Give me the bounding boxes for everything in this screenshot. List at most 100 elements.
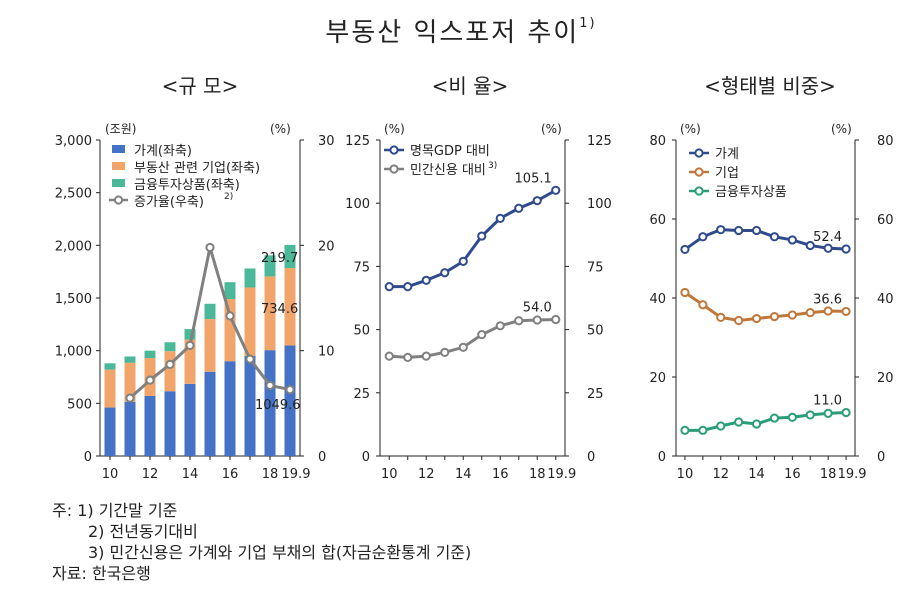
chart-title: 부동산 익스포저 추이1) [325,16,597,48]
scale-left-tick-label: 1,500 [55,292,92,307]
share-x-tick-label: 12 [712,467,729,482]
scale-bar-financial [164,342,176,352]
share-series-point [751,419,762,429]
scale-bar-financial [124,356,136,363]
scale-bar-household [144,395,156,456]
scale-bar-financial [284,244,296,269]
scale-bar-household [164,391,176,456]
scale-growth-point [165,359,175,369]
scale-growth-point [125,393,135,403]
share-left-unit: (%) [680,122,701,136]
source-note: 자료: 한국은행 [52,564,151,583]
scale-right-tick-label: 20 [318,239,335,254]
ratio-right-tick-label: 50 [587,324,604,339]
scale-x-tick-label: 12 [142,467,159,482]
panel-title-ratio: <비 율> [431,74,509,98]
ratio-series-point [477,231,487,241]
share-x-tick-label: 18 [820,467,837,482]
ratio-x-tick-label: 19.9 [547,467,576,482]
scale-bar-corporate [124,362,136,402]
scale-bar-corporate [264,276,276,351]
scale-bar-corporate [164,351,176,392]
ratio-left-tick-label: 100 [345,197,370,212]
scale-legend-label: 가계(좌축) [134,144,192,159]
ratio-series-point [421,275,431,285]
scale-bar-household [184,383,196,456]
ratio-series-point [403,352,413,363]
ratio-data-label: 54.0 [523,300,552,315]
share-legend-label: 기업 [715,166,739,181]
scale-bar-household [104,407,116,456]
share-series-point [680,287,690,298]
share-legend-marker [694,167,704,177]
share-series-line [684,291,847,323]
ratio-left-unit: (%) [384,122,405,136]
scale-bar-financial [184,329,196,340]
share-data-label: 36.6 [813,292,842,307]
ratio-series-point [495,321,505,331]
scale-growth-point [245,354,255,364]
scale-label-financial: 219.7 [261,251,298,266]
scale-label-household: 1049.6 [255,398,301,413]
share-series-point [787,235,797,245]
scale-right-tick-label: 0 [318,450,326,465]
scale-bar-household [224,361,236,456]
share-series-point [787,310,797,320]
scale-bar-household [284,345,296,456]
ratio-series-point [514,203,524,213]
scale-growth-point [225,311,235,321]
ratio-series-line [389,188,557,289]
ratio-series-point [440,268,450,278]
share-series-point [698,425,708,435]
scale-bar-financial [204,303,216,320]
ratio-legend-label: 명목GDP 대비 [410,144,490,159]
scale-bar-corporate [284,268,296,346]
ratio-x-tick-label: 18 [529,467,546,482]
scale-bar-corporate [204,319,216,372]
ratio-left-tick-label: 75 [353,260,370,275]
share-legend-marker [694,186,704,196]
ratio-series-point [477,330,487,340]
scale-growth-point [285,385,295,395]
panel-title-share: <형태별 비중> [704,74,836,98]
share-series-line [684,228,847,251]
scale-x-tick-label: 14 [182,467,199,482]
ratio-series-point [458,256,468,266]
ratio-right-unit: (%) [541,122,562,136]
share-series-point [734,417,744,427]
share-series-line [684,411,847,432]
scale-growth-point [265,380,275,391]
scale-bar-financial [264,255,276,277]
share-series-point [680,425,690,435]
share-left-tick-label: 40 [649,292,666,307]
share-series-point [698,300,708,310]
scale-bar-financial [144,350,156,359]
ratio-left-tick-label: 0 [362,450,370,465]
share-series-point [787,412,797,422]
scale-label-corporate: 734.6 [261,302,298,317]
ratio-left-tick-label: 25 [353,387,370,402]
ratio-series-point [551,314,561,325]
scale-left-tick-label: 1,000 [55,345,92,360]
scale-right-tick-label: 10 [318,345,335,360]
footnote-1: 주: 1) 기간말 기준 [52,501,178,520]
scale-growth-point [185,340,195,350]
scale-x-tick-label: 10 [102,467,119,482]
ratio-right-tick-label: 0 [587,450,595,465]
share-series-point [805,308,815,318]
footnote-3: 3) 민간신용은 가계와 기업 부채의 합(자금순환통계 기준) [88,543,472,562]
scale-bar-corporate [184,339,196,384]
share-series-point [805,410,815,420]
scale-x-tick-label: 16 [222,467,239,482]
ratio-x-tick-label: 10 [381,467,398,482]
scale-bar-financial [104,363,116,370]
scale-legend-label: 증가율(우축) [134,195,204,210]
ratio-x-tick-label: 12 [418,467,435,482]
ratio-series-point [458,342,468,352]
share-series-point [680,244,690,255]
ratio-legend-sup: 3) [488,161,497,171]
scale-legend-label: 금융투자상품(좌축) [134,178,240,193]
ratio-series-point [403,282,413,292]
ratio-legend-label: 민간신용 대비 [410,163,486,178]
share-right-tick-label: 40 [877,292,894,307]
